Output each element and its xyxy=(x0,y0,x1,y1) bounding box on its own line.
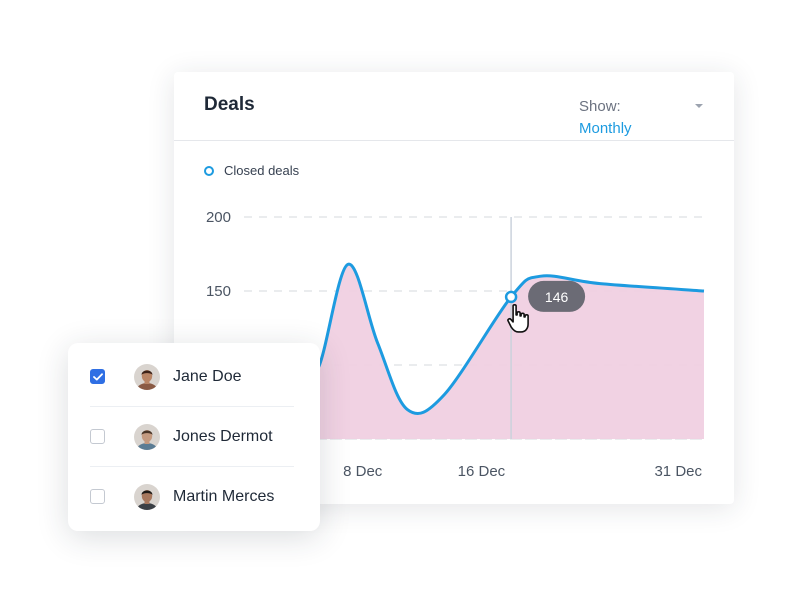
user-checkbox[interactable] xyxy=(90,489,105,504)
avatar xyxy=(134,483,160,510)
pointer-hand-icon xyxy=(507,304,529,333)
user-checkbox[interactable] xyxy=(90,429,105,444)
avatar xyxy=(134,363,160,390)
legend-label: Closed deals xyxy=(224,163,300,178)
chart-legend: Closed deals xyxy=(204,163,299,178)
tooltip xyxy=(528,280,586,312)
person-avatar-icon xyxy=(134,423,160,450)
user-row[interactable]: Jones Dermot xyxy=(90,406,294,466)
period-dropdown[interactable]: Monthly xyxy=(579,120,632,137)
x-tick-label: 16 Dec xyxy=(458,463,506,480)
user-name: Jane Doe xyxy=(173,367,242,385)
card-title: Deals xyxy=(204,94,255,115)
chevron-down-icon[interactable] xyxy=(695,104,703,108)
check-icon xyxy=(92,372,103,380)
user-name: Jones Dermot xyxy=(173,427,273,445)
legend-dot-icon xyxy=(204,165,214,176)
y-tick-label: 150 xyxy=(206,283,231,300)
user-checkbox[interactable] xyxy=(90,369,105,384)
x-tick-label: 31 Dec xyxy=(654,463,702,480)
x-tick-label: 8 Dec xyxy=(343,463,383,480)
user-row[interactable]: Jane Doe xyxy=(90,347,294,406)
show-label: Show: xyxy=(579,98,621,115)
divider xyxy=(174,140,734,141)
user-name: Martin Merces xyxy=(173,487,275,505)
person-avatar-icon xyxy=(134,363,160,390)
user-list: Jane Doe Jones Dermot Martin Merces xyxy=(68,343,320,531)
y-tick-label: 200 xyxy=(206,209,231,226)
tooltip-value: 146 xyxy=(545,289,569,305)
person-avatar-icon xyxy=(134,483,160,510)
user-row[interactable]: Martin Merces xyxy=(90,466,294,526)
highlight-point[interactable] xyxy=(504,290,518,304)
area-fill xyxy=(273,264,704,439)
avatar xyxy=(134,423,160,450)
